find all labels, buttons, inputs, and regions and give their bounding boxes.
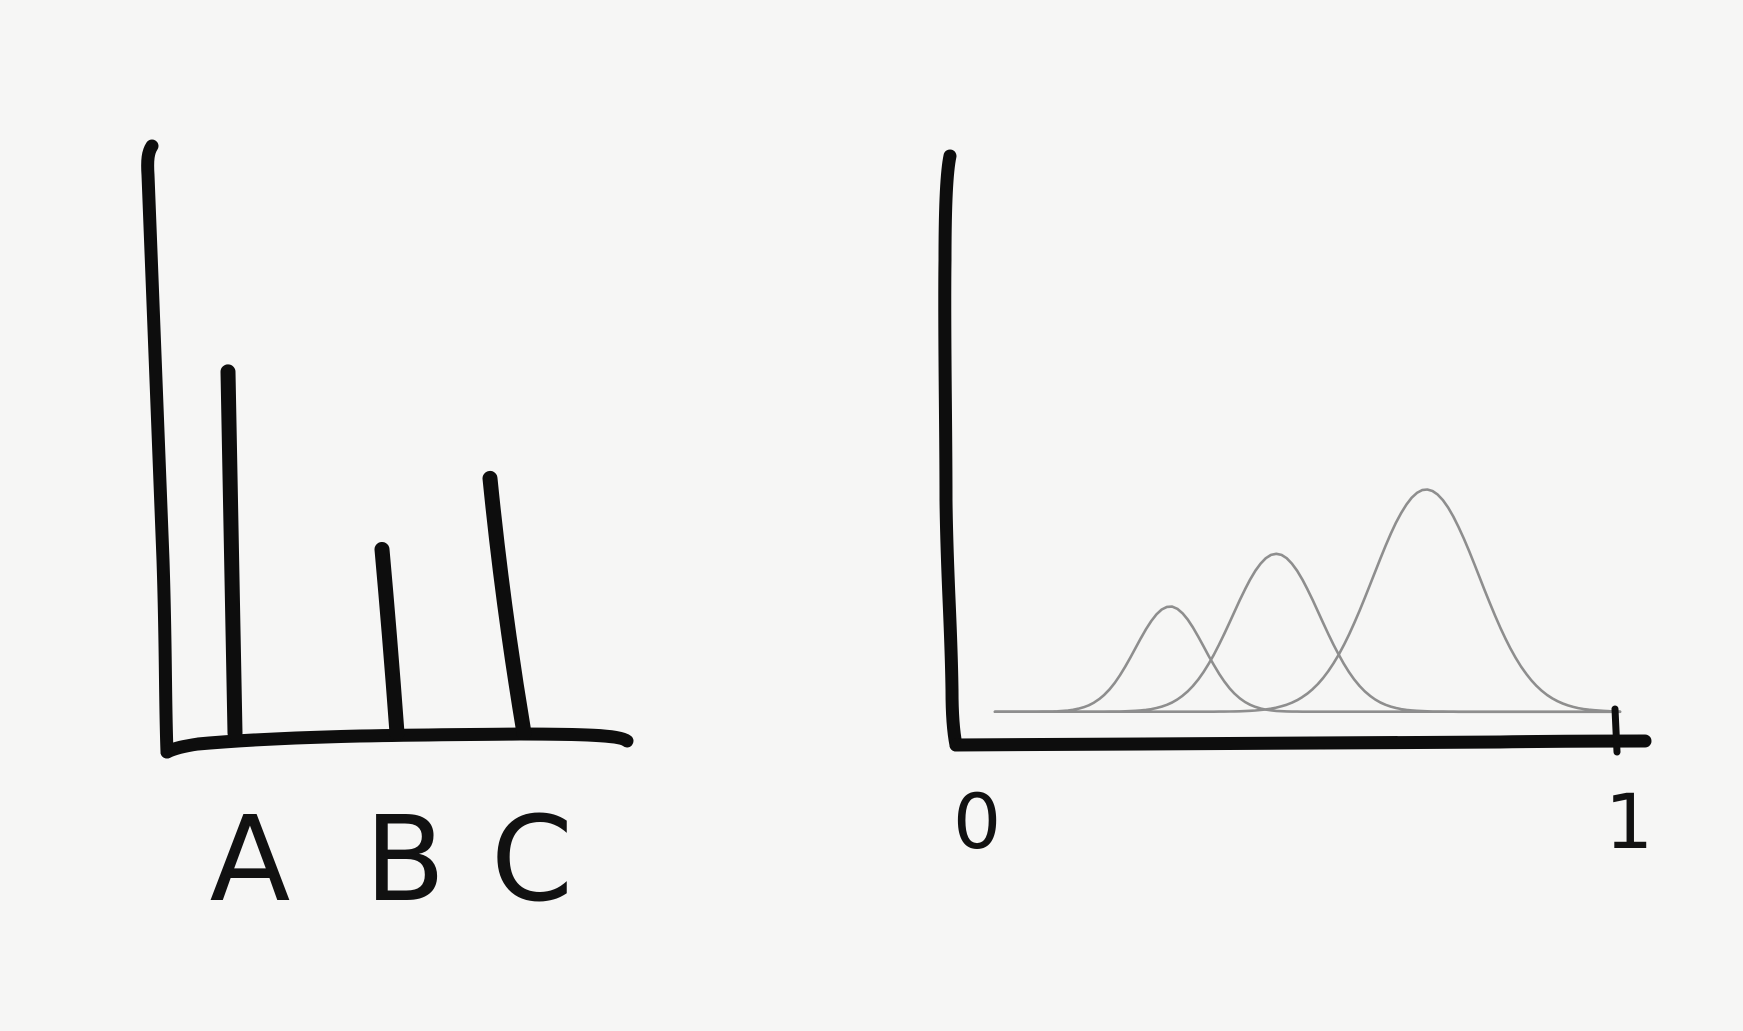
bar-tick-label: A xyxy=(210,790,291,928)
bar-tick-label: B xyxy=(365,790,446,928)
bar-tick-label: C xyxy=(491,790,573,928)
bar-b xyxy=(374,541,405,741)
density-tick-label: 0 xyxy=(953,777,1001,866)
bar-chart-y-axis xyxy=(141,139,174,759)
density-curve-3 xyxy=(993,488,1622,713)
bar-a xyxy=(220,364,243,741)
density-chart-x-axis xyxy=(949,734,1652,752)
density-chart-y-axis xyxy=(938,149,963,752)
density-curve-1 xyxy=(993,605,1622,714)
density-tick-label: 1 xyxy=(1605,777,1653,866)
density-curve-2 xyxy=(993,552,1622,713)
bar-c xyxy=(482,470,532,741)
bar-series xyxy=(220,364,532,741)
x-tick-mark-1 xyxy=(1611,705,1621,756)
bar-chart-x-axis xyxy=(160,727,634,759)
density-curve-series xyxy=(993,488,1622,714)
